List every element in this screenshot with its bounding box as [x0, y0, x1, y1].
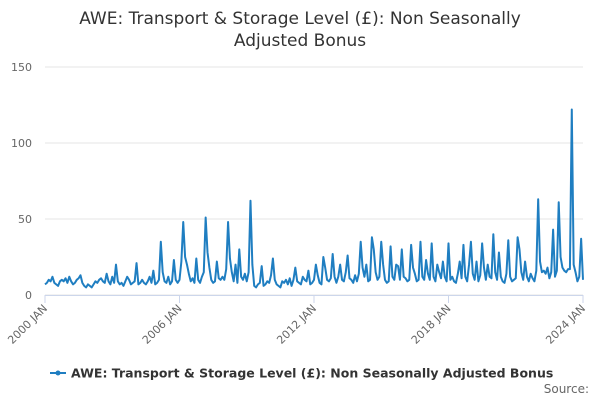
- series-line: [44, 108, 584, 289]
- chart-title: AWE: Transport & Storage Level (£): Non …: [79, 9, 521, 51]
- x-tick-label: 2012 JAN: [274, 302, 319, 347]
- y-tick-label: 100: [11, 137, 32, 150]
- legend-label: AWE: Transport & Storage Level (£): Non …: [71, 366, 553, 381]
- x-tick-label: 2018 JAN: [409, 302, 454, 347]
- y-tick-label: 0: [25, 289, 32, 302]
- x-tick-label: 2000 JAN: [5, 302, 50, 347]
- source-label: Source:: [544, 382, 589, 396]
- y-tick-label: 50: [18, 213, 32, 226]
- legend-marker: [55, 370, 61, 376]
- y-tick-label: 150: [11, 61, 32, 74]
- x-tick-label: 2006 JAN: [140, 302, 185, 347]
- x-tick-label: 2024 JAN: [543, 302, 588, 347]
